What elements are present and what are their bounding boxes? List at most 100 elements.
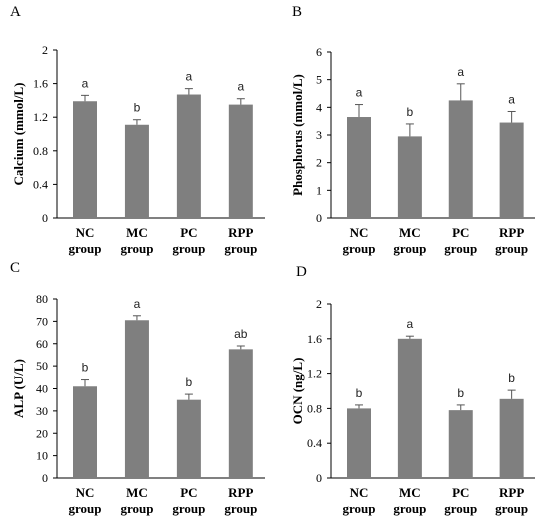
x-tick-label: PC: [180, 225, 197, 240]
x-tick-label: MC: [399, 485, 421, 500]
x-tick-label-line2: group: [69, 501, 102, 516]
x-tick-label: MC: [126, 485, 148, 500]
x-tick-label: NC: [76, 225, 95, 240]
significance-label: b: [186, 375, 193, 389]
y-tick-label: 0.8: [33, 144, 48, 158]
bar-nc: [347, 408, 371, 478]
x-tick-label-line2: group: [224, 501, 257, 516]
x-tick-label: RPP: [228, 225, 253, 240]
y-tick-label: 10: [36, 449, 48, 463]
x-tick-label-line2: group: [343, 501, 376, 516]
bar-pc: [448, 410, 473, 478]
y-tick-label: 1.2: [307, 367, 322, 381]
significance-label: a: [457, 65, 464, 79]
significance-label: ab: [234, 327, 248, 341]
significance-label: b: [134, 101, 141, 115]
significance-label: a: [134, 297, 141, 311]
significance-label: a: [407, 317, 414, 331]
x-tick-label: NC: [350, 225, 369, 240]
bar-mc: [124, 320, 149, 478]
x-tick-label-line2: group: [69, 241, 102, 256]
x-tick-label: PC: [452, 225, 469, 240]
y-tick-label: 3: [316, 128, 322, 142]
y-tick-label: 30: [36, 404, 48, 418]
x-tick-label-line2: group: [495, 241, 528, 256]
x-tick-label-line2: group: [444, 241, 477, 256]
significance-label: a: [186, 70, 193, 84]
x-tick-label: RPP: [499, 485, 524, 500]
x-tick-label: RPP: [228, 485, 253, 500]
significance-label: a: [356, 86, 363, 100]
y-tick-label: 2: [316, 156, 322, 170]
bar-rpp: [228, 104, 253, 218]
x-tick-label: PC: [452, 485, 469, 500]
x-tick-label: MC: [399, 225, 421, 240]
y-tick-label: 0.4: [33, 177, 48, 191]
y-tick-label: 2: [316, 297, 322, 311]
significance-label: b: [356, 386, 363, 400]
x-tick-label-line2: group: [172, 501, 205, 516]
bar-mc: [397, 136, 422, 218]
y-tick-label: 0: [42, 471, 48, 485]
y-tick-label: 1.6: [33, 77, 48, 91]
bar-mc: [124, 124, 149, 218]
y-tick-label: 1.2: [33, 110, 48, 124]
y-tick-label: 80: [36, 292, 48, 306]
x-tick-label-line2: group: [444, 501, 477, 516]
y-tick-label: 5: [316, 73, 322, 87]
bar-nc: [73, 386, 97, 478]
panel-letter: A: [10, 4, 21, 20]
x-tick-label: RPP: [499, 225, 524, 240]
x-tick-label-line2: group: [224, 241, 257, 256]
y-tick-label: 1.6: [307, 332, 322, 346]
bar-rpp: [228, 349, 253, 478]
y-axis-label: ALP (U/L): [11, 359, 26, 418]
y-tick-label: 4: [316, 100, 322, 114]
y-axis-label: Calcium (mmol/L): [11, 83, 26, 186]
bar-mc: [397, 338, 422, 478]
x-tick-label: PC: [180, 485, 197, 500]
bar-rpp: [499, 122, 524, 218]
bar-rpp: [499, 398, 524, 478]
bar-pc: [176, 94, 201, 218]
x-tick-label-line2: group: [393, 241, 426, 256]
y-tick-label: 50: [36, 359, 48, 373]
y-tick-label: 40: [36, 382, 48, 396]
x-tick-label-line2: group: [120, 241, 153, 256]
y-tick-label: 70: [36, 314, 48, 328]
bar-nc: [73, 101, 97, 218]
y-tick-label: 0.8: [307, 401, 322, 415]
bar-nc: [347, 117, 371, 218]
significance-label: b: [457, 386, 464, 400]
y-tick-label: 6: [316, 45, 322, 59]
x-tick-label: NC: [76, 485, 95, 500]
x-tick-label-line2: group: [120, 501, 153, 516]
significance-label: a: [508, 92, 515, 106]
y-tick-label: 0.4: [307, 436, 322, 450]
y-tick-label: 2: [42, 43, 48, 57]
x-tick-label-line2: group: [393, 501, 426, 516]
y-tick-label: 0: [316, 211, 322, 225]
panel-letter: D: [296, 264, 307, 280]
significance-label: a: [237, 80, 244, 94]
y-tick-label: 0: [316, 471, 322, 485]
y-tick-label: 1: [316, 183, 322, 197]
significance-label: b: [82, 361, 89, 375]
significance-label: a: [82, 76, 89, 90]
bar-pc: [448, 100, 473, 218]
x-tick-label-line2: group: [172, 241, 205, 256]
x-tick-label: NC: [350, 485, 369, 500]
y-tick-label: 60: [36, 337, 48, 351]
significance-label: b: [407, 105, 414, 119]
y-tick-label: 20: [36, 426, 48, 440]
x-tick-label-line2: group: [495, 501, 528, 516]
bar-pc: [176, 399, 201, 478]
y-tick-label: 0: [42, 211, 48, 225]
x-tick-label: MC: [126, 225, 148, 240]
panel-letter: B: [292, 4, 302, 20]
y-axis-label: OCN (ng/L): [290, 358, 305, 425]
